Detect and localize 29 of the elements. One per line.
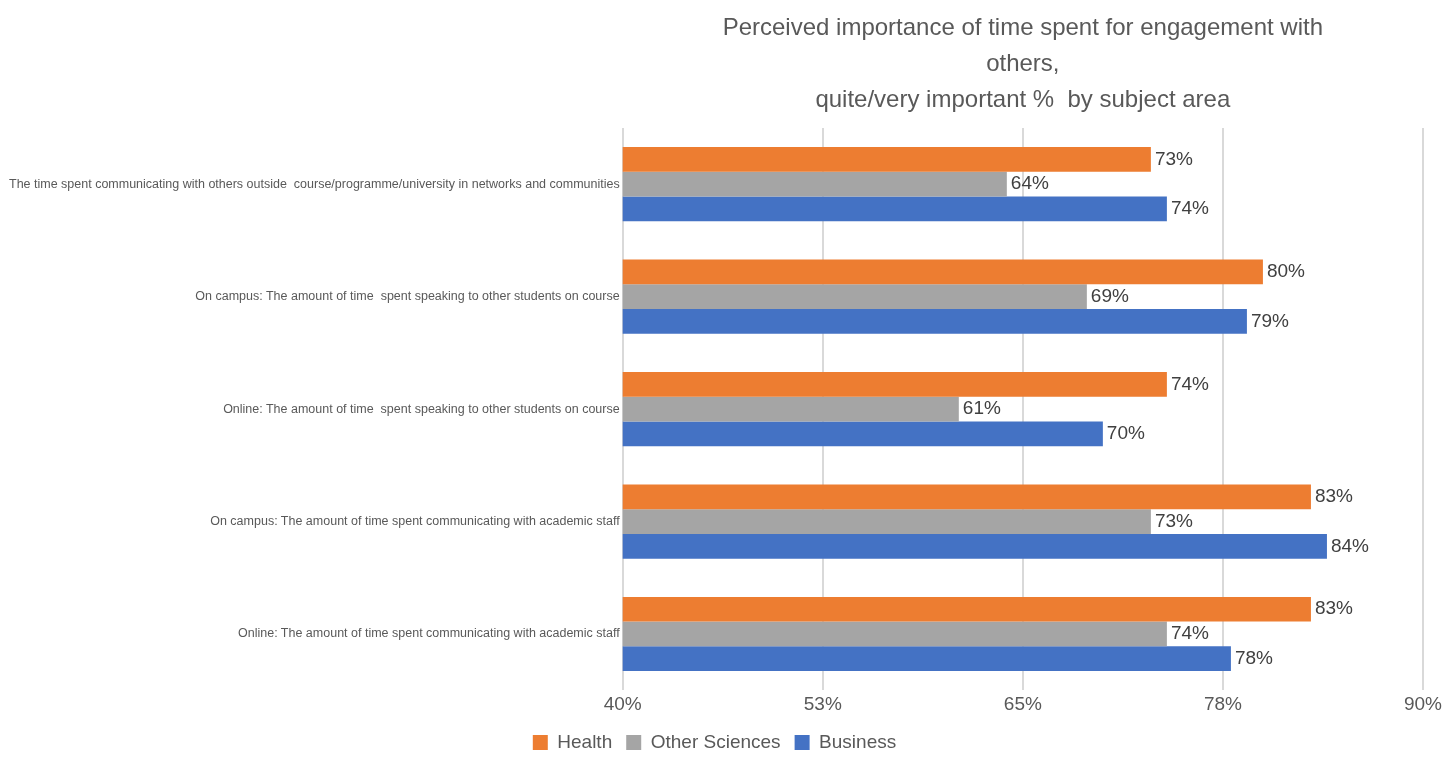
y-tick-label: On campus: The amount of time spent communicating with academic staff [210,513,621,528]
data-label: 83% [1314,597,1354,619]
x-tick-label: 53% [803,692,842,714]
x-tick-label: 65% [1003,692,1042,714]
data-label: 80% [1266,260,1306,282]
legend-label: Other Sciences [650,730,781,752]
data-label: 84% [1330,534,1370,556]
data-label: 64% [1010,172,1049,194]
data-label: 74% [1170,372,1210,394]
y-tick-label: On campus: The amount of time spent speaking to other students on course [195,289,620,304]
data-label: 73% [1154,147,1194,169]
x-tick-label: 78% [1203,692,1243,714]
data-label: 70% [1106,422,1145,444]
data-label: 73% [1154,509,1194,531]
data-label: 61% [962,397,1001,419]
x-tick-label: 90% [1403,692,1443,714]
x-tick-label: 40% [603,692,642,714]
y-tick-label: Online: The amount of time spent communicating with academic staff [238,626,621,641]
chart-title: Perceived importance of time spent for engagement with others, quite/very important % by subject area [722,12,1323,112]
data-label: 74% [1170,622,1210,644]
legend-label: Business [819,730,897,752]
legend-label: Health [557,730,613,752]
data-label: 74% [1170,197,1210,219]
y-tick-label: Online: The amount of time spent speaking to other students on course [223,401,620,416]
data-label: 69% [1090,284,1129,306]
data-label: 83% [1314,485,1354,507]
y-tick-label: The time spent communicating with others outside course/programme/university in networks and communities [8,176,620,191]
data-label: 78% [1234,646,1274,668]
data-label: 79% [1250,309,1290,331]
